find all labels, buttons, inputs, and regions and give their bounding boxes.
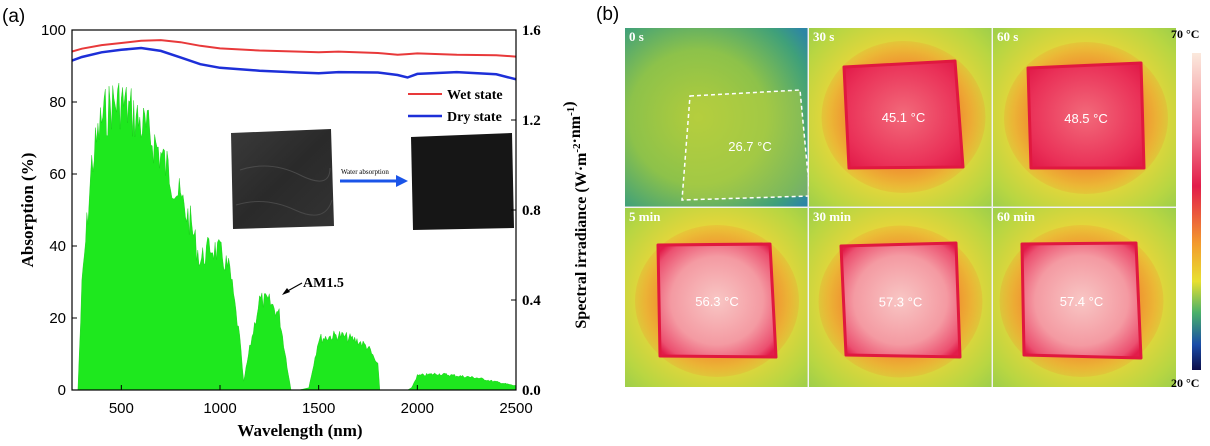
colorbar-min-label: 20 °C — [1171, 376, 1199, 390]
legend-wet-label: Wet state — [447, 88, 503, 103]
panel-a: (a) Water absorption AM1.5 Wet state Dry… — [0, 0, 600, 441]
heated-sample — [1026, 61, 1146, 170]
legend: Wet state Dry state — [408, 88, 503, 125]
heated-sample — [656, 242, 778, 359]
thermal-cells: 0 s 26.7 °C 30 s 45.1 °C 60 s 48.5 °C 5 min 56.… — [625, 28, 1176, 387]
y-tick-label: 20 — [49, 310, 66, 327]
y2-tick-label: 0.4 — [522, 293, 541, 309]
dry-sample-photo — [231, 129, 334, 229]
sample-outline — [681, 89, 811, 201]
time-label: 5 min — [629, 209, 661, 224]
x-tick-label: 1500 — [302, 400, 335, 417]
temperature-label: 57.4 °C — [1060, 294, 1104, 309]
inset-photos: Water absorption — [231, 129, 514, 230]
thermal-cell: 60 min 57.4 °C — [993, 208, 1176, 387]
temperature-label: 48.5 °C — [1064, 111, 1108, 126]
y-tick-label: 60 — [49, 166, 66, 183]
y-tick-label: 80 — [49, 94, 66, 111]
heated-sample — [839, 241, 962, 359]
x-tick-label: 2000 — [401, 400, 434, 417]
colorbar — [1192, 53, 1201, 370]
time-label: 60 min — [997, 209, 1036, 224]
time-label: 30 min — [813, 209, 852, 224]
am15-area-path — [77, 82, 516, 390]
thermal-image-grid: (b) 0 s 26.7 °C 30 s 45.1 °C 60 s 48.5 °C 5 mi… — [596, 4, 1201, 390]
thermal-cell: 30 min 57.3 °C — [809, 208, 992, 387]
thermal-cell: 60 s 48.5 °C — [993, 28, 1176, 207]
panel-b: (b) 0 s 26.7 °C 30 s 45.1 °C 60 s 48.5 °C 5 mi… — [596, 0, 1210, 441]
y2-tick-label: 1.6 — [522, 23, 541, 39]
time-label: 30 s — [813, 29, 834, 44]
wet-state-line — [72, 39, 516, 58]
legend-dry-label: Dry state — [447, 110, 502, 125]
wet-sample-photo — [411, 133, 514, 230]
time-label: 60 s — [997, 29, 1018, 44]
temperature-label: 26.7 °C — [728, 139, 772, 154]
temperature-label: 57.3 °C — [879, 295, 923, 310]
heated-sample — [842, 59, 965, 170]
absorption-chart: (a) Water absorption AM1.5 Wet state Dry… — [2, 6, 590, 440]
thermal-cell: 0 s 26.7 °C — [625, 28, 811, 207]
absorption-lines — [72, 39, 516, 81]
panel-b-label: (b) — [596, 4, 619, 25]
temperature-label: 56.3 °C — [695, 294, 739, 309]
heated-sample — [1020, 241, 1143, 360]
time-label: 0 s — [629, 29, 644, 44]
am15-label: AM1.5 — [303, 276, 344, 291]
axes: 500 1000 1500 2000 2500 0 20 40 60 80 100 0.0 0.4 0.8… — [41, 22, 541, 417]
y-tick-label: 0 — [58, 382, 66, 399]
thermal-cell: 30 s 45.1 °C — [809, 28, 992, 207]
x-tick-label: 1000 — [203, 400, 236, 417]
y-tick-label: 100 — [41, 22, 66, 39]
colorbar-max-label: 70 °C — [1171, 27, 1199, 41]
y2-tick-label: 0.8 — [522, 203, 541, 219]
x-tick-label: 2500 — [499, 400, 532, 417]
panel-a-label: (a) — [2, 6, 25, 27]
y2-tick-label: 1.2 — [522, 113, 541, 129]
am15-spectrum-area — [77, 82, 516, 390]
water-absorption-label: Water absorption — [341, 168, 389, 176]
y-axis-left-label: Absorption (%) — [18, 153, 37, 268]
x-tick-label: 500 — [109, 400, 134, 417]
temperature-label: 45.1 °C — [882, 110, 926, 125]
thermal-cell: 5 min 56.3 °C — [625, 208, 808, 387]
y-tick-label: 40 — [49, 238, 66, 255]
y2-tick-label: 0.0 — [522, 383, 541, 399]
y-axis-right-label: Spectral irradiance (W·m-2·nm-1) — [561, 101, 590, 328]
dry-state-line — [72, 46, 516, 81]
x-axis-label: Wavelength (nm) — [237, 421, 362, 440]
